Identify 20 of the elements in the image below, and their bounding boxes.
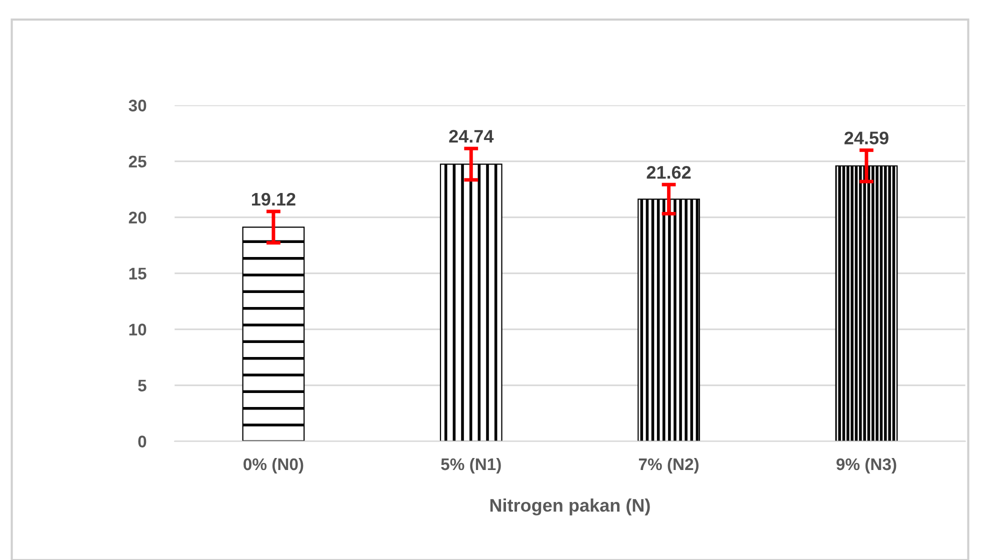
x-tick-label: 0% (N0) <box>244 458 304 474</box>
x-tick-label: 7% (N2) <box>638 458 699 474</box>
data-label: 24.59 <box>844 132 888 144</box>
y-tick-label: 25 <box>128 156 146 168</box>
y-tick-label: 15 <box>129 268 146 280</box>
data-label: 19.12 <box>252 192 296 206</box>
y-tick-label: 0 <box>138 436 146 448</box>
bar <box>835 165 898 442</box>
bar <box>242 226 305 442</box>
x-tick-label: 5% (N1) <box>441 458 501 474</box>
bar <box>440 164 502 442</box>
y-tick-label: 10 <box>129 324 146 336</box>
x-axis-title: Nitrogen pakan (N) <box>490 498 650 516</box>
x-tick-label: 9% (N3) <box>836 458 896 474</box>
y-tick-label: 5 <box>138 380 146 392</box>
data-label: 21.62 <box>646 166 691 179</box>
data-label: 24.74 <box>449 130 494 143</box>
y-tick-label: 30 <box>128 100 146 112</box>
y-tick-label: 20 <box>128 212 146 224</box>
bar <box>638 198 700 442</box>
